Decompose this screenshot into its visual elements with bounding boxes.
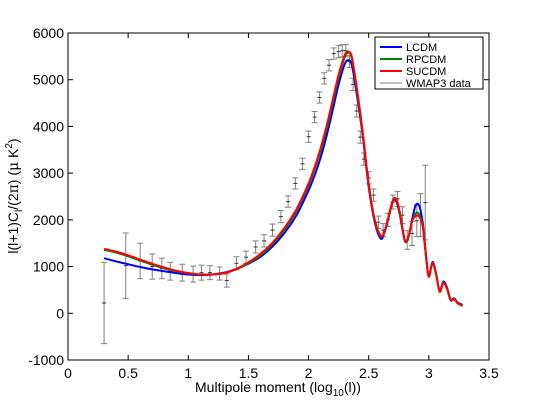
wmap3-data-point (311, 110, 318, 124)
wmap3-data-point (277, 210, 284, 224)
wmap3-data-point (335, 45, 342, 59)
wmap3-data-point (353, 104, 360, 118)
y-tick-label: -1000 (28, 352, 64, 368)
wmap3-data-point (292, 177, 299, 190)
wmap3-data-point (305, 130, 312, 143)
x-tick-label: 0.5 (118, 365, 138, 381)
y-tick-label: 4000 (33, 118, 64, 134)
x-tick-label: 0 (64, 365, 72, 381)
y-tick-label: 3000 (33, 165, 64, 181)
model-lines (103, 50, 463, 307)
y-tick-label: 2000 (33, 212, 64, 228)
x-tick-label: 3.5 (479, 365, 499, 381)
x-tick-label: 1.5 (239, 365, 259, 381)
wmap3-data-point (357, 130, 364, 144)
legend-box (374, 36, 484, 90)
wmap3-data-point (206, 265, 213, 281)
wmap3-data-point (285, 195, 292, 208)
wmap3-data-point (269, 223, 276, 237)
wmap3-data-point (299, 157, 306, 170)
x-tick-label: 3 (425, 365, 433, 381)
legend-label: RPCDM (406, 54, 446, 66)
x-tick-label: 1 (184, 365, 192, 381)
wmap3-data-point (330, 47, 337, 60)
y-tick-label: 5000 (33, 72, 64, 88)
wmap3-data-point (122, 232, 129, 299)
legend-label: LCDM (406, 42, 437, 54)
x-tick-label: 2.5 (359, 365, 379, 381)
axis-ticks (67, 32, 490, 361)
y-tick-label: 6000 (33, 25, 64, 41)
legend-label: WMAP3 data (406, 78, 472, 90)
legend-label: SUCDM (406, 66, 446, 78)
y-tick-label: 0 (56, 305, 64, 321)
wmap3-data-point (101, 261, 108, 345)
wmap3-data-point (223, 273, 230, 288)
wmap3-data-point (252, 240, 259, 254)
wmap3-data-point (321, 72, 328, 85)
wmap3-data-point (149, 253, 156, 280)
y-tick-label: 1000 (33, 259, 64, 275)
axis-tick-labels: 0 0.5 1 1.5 2 2.5 3 3.5-10000100020003000400050… (28, 25, 499, 381)
wmap3-data-point (198, 264, 205, 281)
wmap3-data-point (261, 234, 268, 248)
wmap3-data-point (316, 91, 323, 104)
series-line-sucdm (103, 50, 463, 307)
y-axis-label: l(l+1)Cl/(2π) (μ K2) (4, 138, 25, 253)
x-axis-label: Multipole moment (log10(l)) (195, 379, 361, 399)
x-tick-label: 2 (305, 365, 313, 381)
